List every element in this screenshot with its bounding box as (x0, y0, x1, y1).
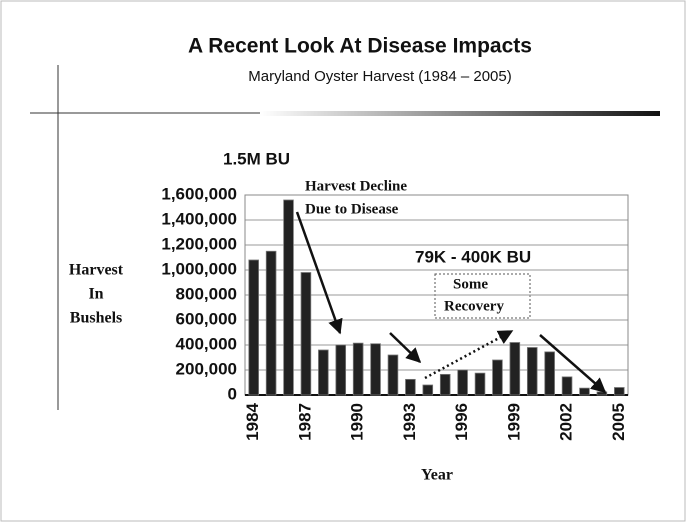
bar (544, 351, 555, 396)
annotation: Some (453, 276, 488, 292)
bar (561, 376, 573, 396)
x-tick-label: 1984 (243, 402, 262, 440)
bar (370, 343, 381, 396)
bar (352, 342, 364, 396)
plot: 0 200,000 400,000 600,000 800,000 1,000,000 1,… (161, 184, 629, 441)
x-tick-label: 1990 (348, 403, 367, 441)
y-label: Harvest (69, 262, 124, 279)
bar (492, 359, 503, 396)
arrow (539, 334, 607, 393)
bar (474, 372, 486, 396)
bar (405, 378, 416, 396)
x-tick-label: 1993 (400, 403, 419, 441)
arrow (389, 332, 422, 364)
y-tick-label: 1,600,000 (161, 184, 237, 203)
y-tick-label: 600,000 (176, 309, 237, 328)
bar (526, 347, 538, 396)
annotation: Due to Disease (305, 201, 399, 217)
bar (283, 199, 294, 396)
y-tick-label: 1,200,000 (161, 234, 237, 253)
x-tick-label: 2005 (609, 403, 628, 441)
subtitle: Maryland Oyster Harvest (1984 – 2005) (248, 68, 511, 85)
arrow (424, 329, 514, 380)
annotation: Harvest Decline (305, 178, 407, 194)
bar (248, 259, 259, 396)
bar (422, 384, 434, 396)
x-tick-label: 2002 (557, 403, 576, 441)
bar (509, 342, 521, 396)
x-label: Year (421, 467, 453, 484)
y-label: In (88, 286, 103, 303)
y-tick-label: 200,000 (176, 359, 237, 378)
bar (439, 373, 451, 396)
annotation: 79K - 400K BU (415, 247, 531, 266)
chart-title: A Recent Look At Disease Impacts (188, 35, 532, 58)
bar (318, 349, 329, 396)
rule-shade (260, 111, 660, 116)
y-tick-label: 1,000,000 (161, 259, 237, 278)
bar (265, 250, 277, 396)
y-tick-label: 400,000 (176, 334, 237, 353)
bar (596, 391, 608, 396)
bar (387, 354, 399, 396)
annotation: 1.5M BU (223, 149, 290, 168)
annotation-box (434, 273, 531, 319)
arrow (295, 211, 343, 335)
y-tick-label: 0 (228, 384, 237, 403)
bar (457, 369, 468, 396)
annotation: Recovery (444, 298, 504, 314)
bar (579, 387, 590, 396)
y-label: Bushels (70, 310, 122, 327)
y-tick-label: 800,000 (176, 284, 237, 303)
x-tick-label: 1999 (504, 403, 523, 441)
bar (335, 344, 347, 396)
bar (300, 272, 312, 396)
bar (614, 387, 625, 396)
y-tick-label: 1,400,000 (161, 209, 237, 228)
x-tick-label: 1987 (295, 403, 314, 441)
x-tick-label: 1996 (452, 403, 471, 441)
